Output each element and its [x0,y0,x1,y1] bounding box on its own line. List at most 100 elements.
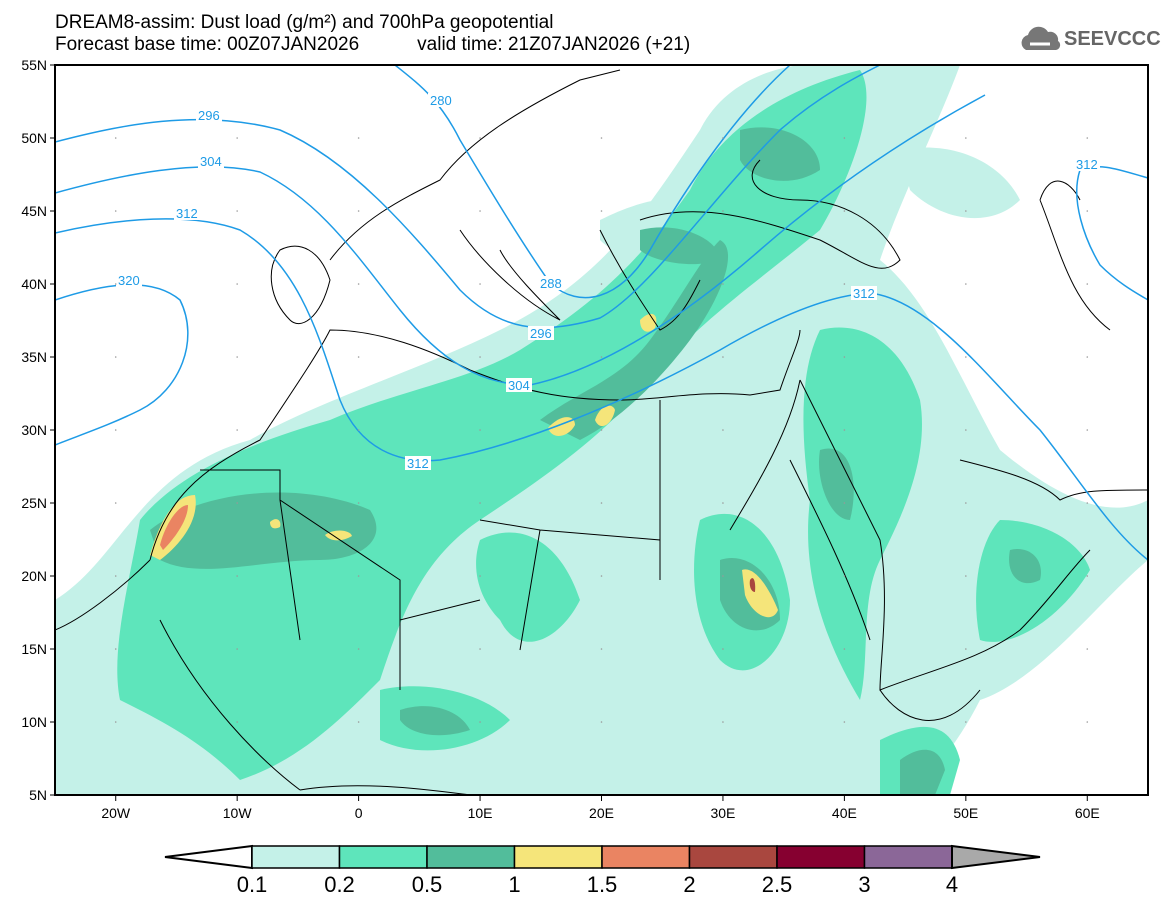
colorbar-label: 0.1 [237,872,268,897]
contour-label: 296 [198,108,220,123]
contour-label: 288 [540,276,562,291]
grid-dot [1086,137,1089,139]
grid-dot [843,356,846,358]
seevccc-logo: SEEVCCC [1018,26,1161,52]
contour-label: 312 [176,206,198,221]
contour-label: 320 [118,273,140,288]
grid-dot [722,283,724,285]
lon-label: 10W [223,805,253,821]
colorbar-label: 1.5 [587,872,618,897]
grid-dot [722,137,724,139]
grid-dot [843,648,846,650]
grid-dot [600,648,603,650]
grid-dot [236,283,238,285]
grid-dot [1086,283,1089,285]
grid-dot [479,721,481,723]
graticule [114,137,1089,723]
grid-dot [479,502,481,504]
grid-dot [114,429,117,431]
contour-line [1076,165,1148,301]
cloud-icon [1021,26,1061,50]
colorbar-bin [688,845,778,869]
grid-dot [114,575,117,577]
grid-dot [600,502,603,504]
colorbar-bin [251,845,341,869]
grid-dot [236,429,238,431]
contour-line [55,94,986,386]
lon-label: 10E [468,805,493,821]
grid-dot [1086,721,1089,723]
grid-dot [600,429,603,431]
lon-label: 50E [953,805,978,821]
lon-label: 0 [355,805,363,821]
lon-label: 60E [1075,805,1100,821]
latitude-labels: 55N 50N 45N 40N 35N 30N 25N 20N 15N 10N 5N [21,57,55,803]
contour-label: 312 [853,286,875,301]
grid-dot [965,283,967,285]
grid-dot [236,648,238,650]
grid-dot [357,429,360,431]
grid-dot [114,502,117,504]
grid-dot [357,283,360,285]
colorbar-bin [338,845,428,869]
grid-dot [722,648,724,650]
grid-dot [965,210,967,212]
grid-dot [114,356,117,358]
grid-dot [1086,210,1089,212]
grid-dot [479,648,481,650]
lat-label: 20N [21,568,47,584]
colorbar: 0.1 0.2 0.5 1 1.5 2 2.5 3 4 [164,844,1041,897]
colorbar-label: 3 [858,872,870,897]
colorbar-label: 0.5 [412,872,443,897]
grid-dot [1086,429,1089,431]
grid-dot [236,502,238,504]
lon-label: 40E [832,805,857,821]
grid-dot [722,575,724,577]
lat-label: 50N [21,130,47,146]
grid-dot [114,648,117,650]
map-subtitle: Forecast base time: 00Z07JAN2026 valid ti… [55,34,690,56]
grid-dot [114,721,117,723]
map-title: DREAM8-assim: Dust load (g/m²) and 700hP… [55,12,554,33]
lat-label: 45N [21,203,47,219]
dust-level-2 [749,578,756,592]
lat-label: 5N [29,787,47,803]
grid-dot [965,575,967,577]
colorbar-over-arrow [951,844,1041,870]
grid-dot [843,283,846,285]
grid-dot [843,575,846,577]
grid-dot [722,356,724,358]
lon-label: 20E [589,805,614,821]
grid-dot [600,283,603,285]
grid-dot [722,502,724,504]
grid-dot [600,575,603,577]
grid-dot [357,721,360,723]
grid-dot [479,356,481,358]
grid-dot [600,137,603,139]
grid-dot [1086,648,1089,650]
grid-dot [479,283,481,285]
valid-time: valid time: 21Z07JAN2026 (+21) [417,34,691,55]
grid-dot [965,429,967,431]
grid-dot [236,210,238,212]
colorbar-under-arrow [164,844,253,870]
grid-dot [114,210,117,212]
contour-label: 280 [430,93,452,108]
colorbar-label: 4 [946,872,958,897]
grid-dot [843,502,846,504]
contour-label: 312 [407,456,429,471]
grid-dot [114,137,117,139]
grid-dot [722,721,724,723]
colorbar-bin [776,845,866,869]
grid-dot [843,429,846,431]
contour-line [55,65,881,329]
lon-label: 30E [710,805,735,821]
colorbar-bin [863,845,953,869]
grid-dot [479,210,481,212]
grid-dot [236,137,238,139]
grid-dot [722,429,724,431]
contour-label: 296 [530,326,552,341]
dust-level-1.5 [160,505,188,550]
grid-dot [843,137,846,139]
